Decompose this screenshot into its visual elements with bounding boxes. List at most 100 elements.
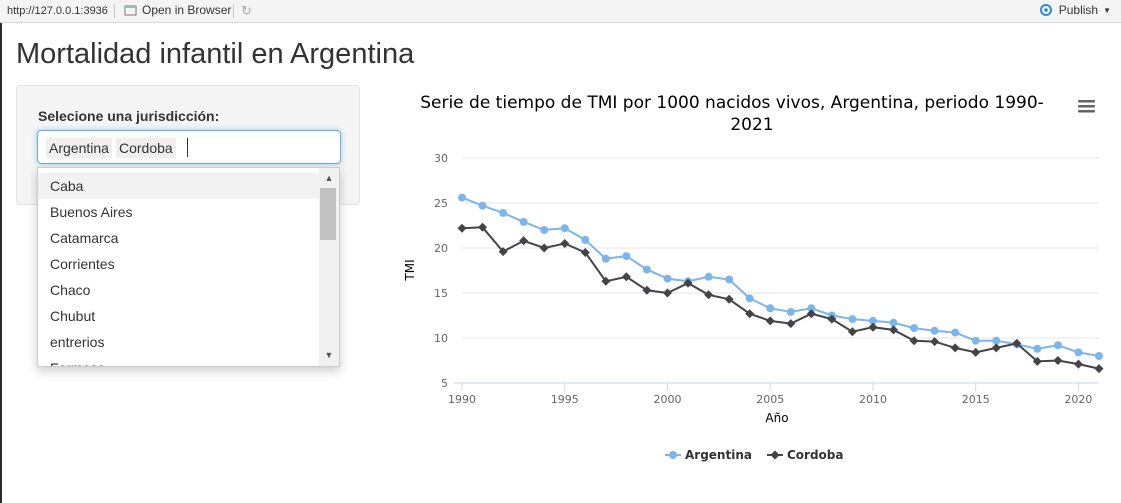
chart-title: Serie de tiempo de TMI por 1000 nacidos … xyxy=(420,93,1044,113)
y-tick-label: 10 xyxy=(434,332,448,345)
data-point-cordoba xyxy=(1073,359,1083,369)
text-cursor xyxy=(187,138,188,157)
toolbar-divider xyxy=(233,4,234,18)
x-axis-label: Año xyxy=(765,411,788,425)
y-tick-label: 15 xyxy=(434,287,448,300)
window-edge xyxy=(0,23,2,503)
data-point-cordoba xyxy=(560,239,570,248)
data-point-argentina xyxy=(704,272,713,281)
selected-chip-argentina[interactable]: Argentina xyxy=(46,138,112,158)
jurisdiction-select[interactable]: Argentina Cordoba xyxy=(37,130,341,164)
data-point-argentina xyxy=(951,328,960,337)
x-tick-label: 2000 xyxy=(653,393,681,406)
data-point-argentina xyxy=(458,193,466,202)
data-point-argentina xyxy=(910,324,919,333)
legend-marker-cordoba xyxy=(770,450,780,460)
data-point-cordoba xyxy=(662,288,672,298)
data-point-cordoba xyxy=(1094,364,1104,374)
selected-chip-cordoba[interactable]: Cordoba xyxy=(116,138,176,158)
data-point-argentina xyxy=(601,254,610,263)
open-in-browser-label: Open in Browser xyxy=(142,3,232,17)
data-point-cordoba xyxy=(1053,356,1063,365)
data-point-cordoba xyxy=(765,316,775,326)
data-point-cordoba xyxy=(457,223,467,233)
data-point-cordoba xyxy=(950,343,960,353)
open-window-icon xyxy=(124,5,137,16)
refresh-icon[interactable]: ↻ xyxy=(241,3,252,18)
data-point-cordoba xyxy=(621,272,631,282)
data-point-cordoba xyxy=(889,325,899,335)
publish-icon xyxy=(1039,4,1052,16)
data-point-argentina xyxy=(868,316,877,325)
y-tick-label: 25 xyxy=(434,197,448,210)
data-point-cordoba xyxy=(498,247,508,257)
data-point-argentina xyxy=(1095,352,1103,360)
url-text[interactable]: http://127.0.0.1:3936 xyxy=(7,5,108,17)
data-point-cordoba xyxy=(847,327,857,337)
dropdown-option-entrerios[interactable]: entrerios xyxy=(50,334,105,350)
legend-label-argentina: Argentina xyxy=(685,448,752,462)
publish-label: Publish xyxy=(1058,3,1099,17)
x-tick-label: 2010 xyxy=(859,393,887,406)
data-point-cordoba xyxy=(786,319,796,329)
dropdown-option-buenos-aires[interactable]: Buenos Aires xyxy=(50,204,133,220)
data-point-argentina xyxy=(663,274,672,283)
data-point-argentina xyxy=(848,315,857,324)
data-point-cordoba xyxy=(745,309,755,319)
data-point-argentina xyxy=(581,235,590,244)
publish-button[interactable]: Publish ▼ xyxy=(1038,3,1111,17)
data-point-argentina xyxy=(930,326,939,335)
data-point-argentina xyxy=(540,226,549,234)
data-point-cordoba xyxy=(704,290,714,300)
y-tick-label: 20 xyxy=(434,242,448,255)
data-point-cordoba xyxy=(930,337,940,347)
data-point-cordoba xyxy=(1012,338,1022,348)
y-tick-label: 5 xyxy=(441,377,448,390)
series-line-argentina xyxy=(461,196,1100,357)
data-point-argentina xyxy=(971,336,980,345)
dropdown-option-chubut[interactable]: Chubut xyxy=(50,308,96,324)
jurisdiction-dropdown[interactable]: Caba Buenos Aires Catamarca Corrientes C… xyxy=(37,167,340,367)
data-point-cordoba xyxy=(539,243,549,253)
data-point-argentina xyxy=(992,336,1001,345)
y-axis-label: TMI xyxy=(403,259,417,281)
scroll-down-icon[interactable]: ▼ xyxy=(324,350,334,360)
data-point-cordoba xyxy=(991,343,1001,353)
dropdown-scrollbar[interactable]: ▲ ▼ xyxy=(319,168,339,366)
dropdown-option-corrientes[interactable]: Corrientes xyxy=(50,256,115,272)
chart-menu-icon[interactable] xyxy=(1078,100,1095,113)
data-point-cordoba xyxy=(580,248,590,257)
data-point-cordoba xyxy=(827,314,837,324)
data-point-cordoba xyxy=(601,276,611,286)
page-title: Mortalidad infantil en Argentina xyxy=(16,38,415,70)
data-point-cordoba xyxy=(1032,356,1042,366)
data-point-cordoba xyxy=(724,294,734,304)
x-tick-label: 2015 xyxy=(962,393,990,406)
x-tick-label: 1990 xyxy=(448,393,476,406)
toolbar-divider xyxy=(114,4,115,18)
data-point-cordoba xyxy=(909,336,919,346)
y-tick-label: 30 xyxy=(434,152,448,165)
data-point-argentina xyxy=(807,304,816,313)
dropdown-option-formosa[interactable]: Formosa xyxy=(38,355,320,366)
scroll-up-icon[interactable]: ▲ xyxy=(324,173,334,183)
data-point-argentina xyxy=(1053,341,1062,350)
legend-label-cordoba: Cordoba xyxy=(787,448,844,462)
data-point-argentina xyxy=(1074,348,1083,357)
dropdown-option-caba[interactable]: Caba xyxy=(38,173,320,199)
data-point-cordoba xyxy=(971,347,981,357)
x-tick-label: 2005 xyxy=(756,393,784,406)
data-point-argentina xyxy=(786,307,795,316)
x-tick-label: 2020 xyxy=(1064,393,1092,406)
open-in-browser-button[interactable]: Open in Browser xyxy=(124,3,231,17)
data-point-argentina xyxy=(560,224,569,233)
dropdown-option-chaco[interactable]: Chaco xyxy=(50,282,91,298)
data-point-cordoba xyxy=(519,236,529,246)
data-point-cordoba xyxy=(478,222,488,232)
data-point-argentina xyxy=(1033,344,1042,353)
data-point-argentina xyxy=(622,252,631,261)
dropdown-option-catamarca[interactable]: Catamarca xyxy=(50,230,119,246)
scrollbar-thumb[interactable] xyxy=(320,188,336,240)
tmi-chart: Serie de tiempo de TMI por 1000 nacidos … xyxy=(395,88,1110,478)
data-point-argentina xyxy=(889,318,898,327)
